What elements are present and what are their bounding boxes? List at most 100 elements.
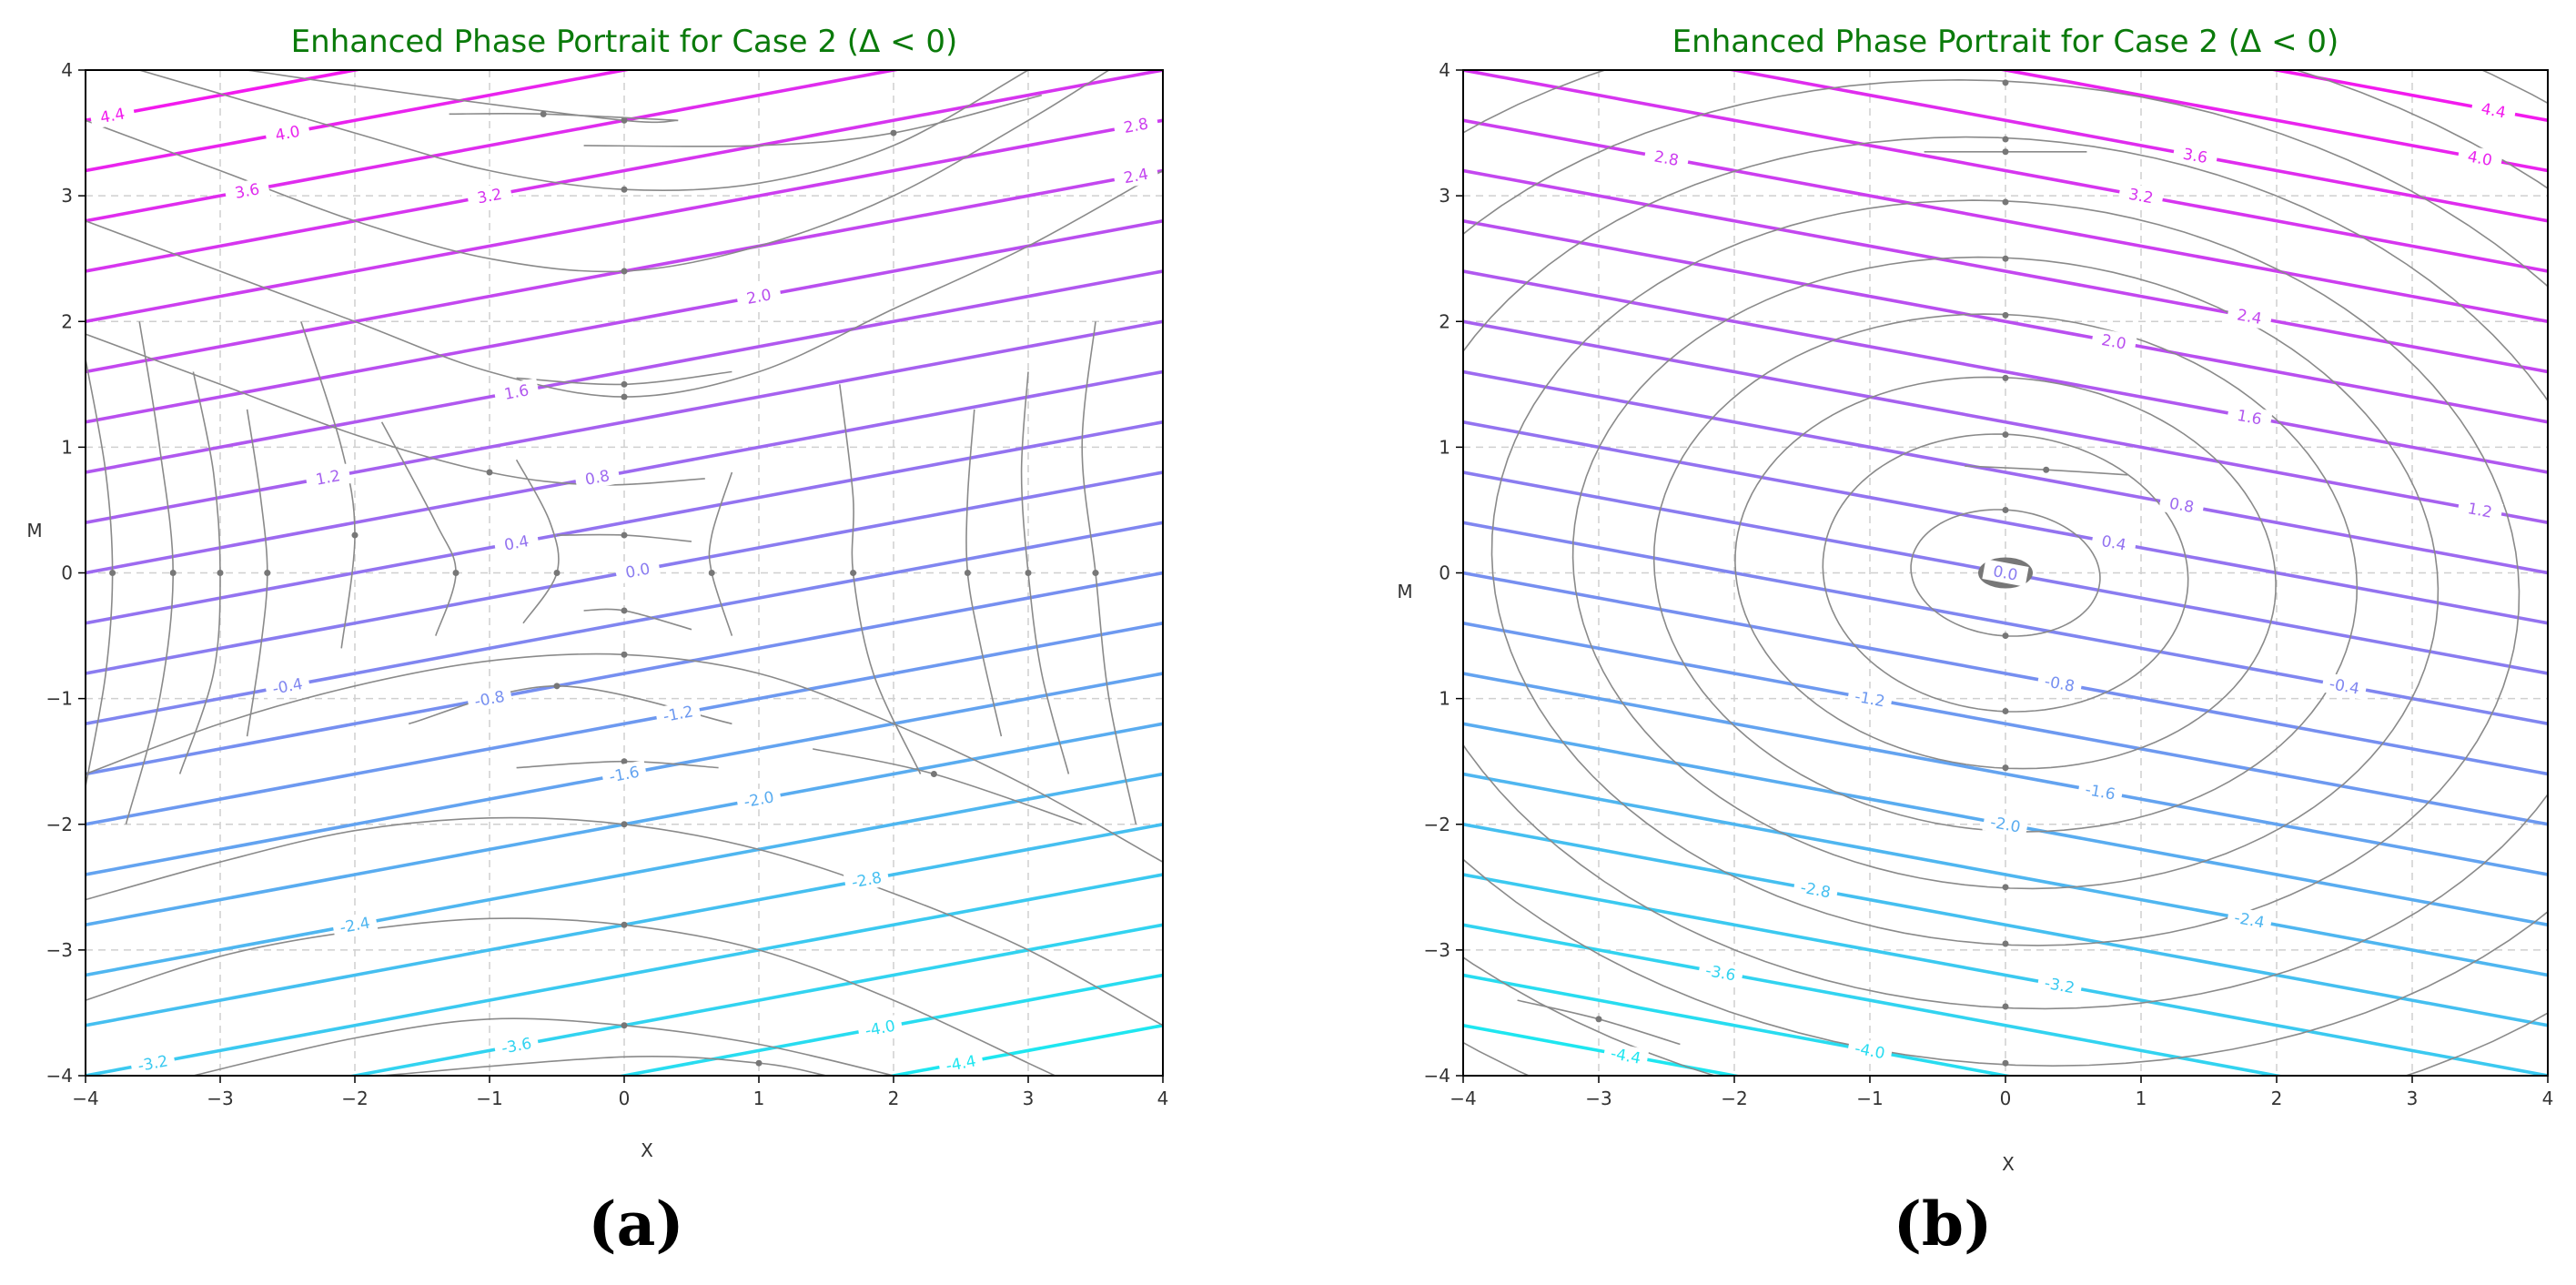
panel-a-contour-line — [86, 521, 1163, 726]
panel-a-xtick-label: 0 — [619, 1088, 631, 1109]
panel-b-stream-arrow — [2002, 136, 2009, 143]
panel-b-stream-arrow — [2002, 764, 2009, 772]
panel-a-streamline — [515, 459, 560, 624]
panel-b-contour-line — [1463, 70, 2548, 273]
panel-b-ylabel: M — [1397, 581, 1412, 602]
panel-b-stream-arrow — [2002, 255, 2009, 262]
panel-b-contour-label-bg — [1697, 958, 1744, 987]
panel-a-contour-label-bg — [466, 181, 513, 210]
panel-b-contour-label: 0.8 — [2167, 495, 2195, 518]
panel-a-stream-arrow — [109, 570, 116, 576]
panel-a-ytick-label: 4 — [61, 59, 73, 81]
panel-b-stream-arrow — [2002, 884, 2009, 891]
panel-b-title: Enhanced Phase Portrait for Case 2 (Δ < … — [1672, 24, 2339, 60]
panel-b-contour-line — [1463, 420, 2548, 625]
panel-a-xtick-label: 2 — [888, 1088, 900, 1109]
panel-b-xtick-label: 1 — [2136, 1088, 2147, 1109]
panel-b-contour-label: 2.0 — [2100, 331, 2127, 354]
panel-b-contour-line — [1463, 923, 2286, 1076]
panel-a-stream-arrow — [621, 607, 628, 614]
panel-b-contour-label-bg — [2226, 906, 2273, 934]
panel-a-ytick-label: 2 — [61, 310, 73, 332]
panel-b-stream-arrow — [2002, 374, 2009, 381]
panel-a-xlabel: X — [641, 1139, 653, 1161]
panel-a-contour-label-bg — [856, 1014, 904, 1042]
panel-a-contour-line — [86, 420, 1163, 625]
panel-b-stream-arrow — [2002, 311, 2009, 319]
panel-b-streamline — [1463, 136, 2548, 1010]
panel-b-stream-arrow — [2002, 632, 2009, 640]
panel-a-contour-label-bg — [492, 1031, 540, 1060]
panel-b-ticks: −4 −3 −2 −1 0 1 2 3 4 −4 −3 −2 1 0 1 2 3 4 — [1424, 59, 2554, 1109]
panel-a-contour-label: 0.0 — [624, 560, 652, 582]
panel-b-ytick-label: 3 — [1439, 185, 1450, 207]
panel-b-stream-arrow — [1595, 1016, 1602, 1023]
panel-a-contour-line — [615, 973, 1163, 1076]
panel-a-ytick-label: −2 — [46, 814, 73, 835]
panel-b-contour-label-bg — [1602, 1041, 1650, 1070]
panel-a-stream-arrow — [1092, 570, 1099, 576]
panel-a-xtick-label: −2 — [341, 1088, 368, 1109]
panel-b-xtick-label: 3 — [2407, 1088, 2419, 1109]
panel-a-stream-arrow — [890, 129, 897, 137]
panel-a-xtick-label: −3 — [207, 1088, 233, 1109]
panel-a-contour-label-bg — [264, 118, 311, 147]
panel-b-contour-label-bg — [2158, 491, 2206, 520]
panel-b-stream-arrow — [2002, 198, 2009, 206]
panel-b-contour-line — [1463, 873, 2548, 1076]
panel-a-contour-label: 0.4 — [503, 532, 530, 555]
panel-b-ytick-label: 0 — [1439, 562, 1450, 584]
panel-a-contour-label: 0.8 — [583, 467, 611, 490]
panel-b-ytick-label: 1 — [1439, 436, 1450, 458]
panel-a-contour-line — [884, 1023, 1163, 1076]
panel-a-contour-label: 1.2 — [314, 467, 341, 490]
panel-a-contour-labels: 4.44.03.6 3.22.82.42.01.61.2 0.80.40.0-0.4… — [88, 101, 1160, 1078]
panel-b-contour-label: 4.0 — [2466, 147, 2493, 170]
panel-a-stream-arrow — [553, 570, 561, 576]
panel-a-contour-label-bg — [614, 556, 662, 584]
panel-a-ytick-label: 3 — [61, 185, 73, 207]
panel-a-contour-label: 2.0 — [745, 286, 773, 309]
panel-a-ylabel: M — [26, 520, 42, 541]
panel-b-streamline — [1910, 509, 2101, 637]
panel-b-ytick-label: 1 — [1439, 688, 1450, 710]
panel-a-stream-arrow — [621, 758, 628, 765]
panel-b-stream-arrow — [2002, 506, 2009, 513]
panel-a-contour-label-bg — [1112, 161, 1160, 190]
panel-a-caption: (a) — [588, 1189, 683, 1260]
panel-a-stream-arrow — [621, 921, 628, 928]
panel-b-contour-label-bg — [2036, 971, 2084, 999]
panel-a-stream-arrow — [452, 570, 460, 576]
panel-a-stream-arrow — [930, 771, 937, 777]
panel-a-ytick-label: −3 — [46, 939, 73, 961]
panel-b-contour-label: 3.2 — [2127, 186, 2155, 208]
panel-b-contour-label-bg — [2036, 669, 2084, 698]
panel-b-contour-label-bg — [2117, 181, 2165, 210]
panel-b-contour-line — [1463, 319, 2548, 525]
panel-a-contour-line — [86, 70, 364, 123]
panel-a-stream-arrow — [540, 110, 547, 117]
panel-b-xtick-label: −2 — [1721, 1088, 1747, 1109]
panel-a-contour-label-bg — [88, 101, 136, 129]
panel-a-stream-arrow — [964, 570, 971, 576]
panel-a-streamline — [86, 917, 1056, 1076]
panel-b-xlabel: X — [2002, 1153, 2015, 1175]
panel-b-contour-line — [1725, 70, 2548, 223]
panel-b-contour-label-bg — [1982, 810, 2029, 838]
panel-b-stream-arrow — [2002, 431, 2009, 439]
panel-a-contour-line — [86, 571, 1163, 776]
panel-a-stream-arrow — [264, 570, 271, 576]
panel-a-stream-arrow — [169, 570, 177, 576]
panel-a-contour-line — [86, 873, 1163, 1076]
panel-a-stream-arrow — [217, 570, 224, 576]
panel-b-contour-label-bg — [1792, 875, 1840, 904]
panel-a-contour-label-bg — [573, 463, 621, 491]
panel-a-stream-arrow — [621, 186, 628, 193]
panel-b-contour-line — [1463, 822, 2548, 1027]
panel-a-stream-arrow — [708, 570, 715, 576]
panel-b-contour-label-bg — [1982, 559, 2029, 587]
panel-b-contour-label: 2.8 — [1652, 147, 1680, 170]
panel-a-contour-label-bg — [601, 760, 648, 788]
panel-b-contour-label-bg — [2090, 328, 2137, 356]
